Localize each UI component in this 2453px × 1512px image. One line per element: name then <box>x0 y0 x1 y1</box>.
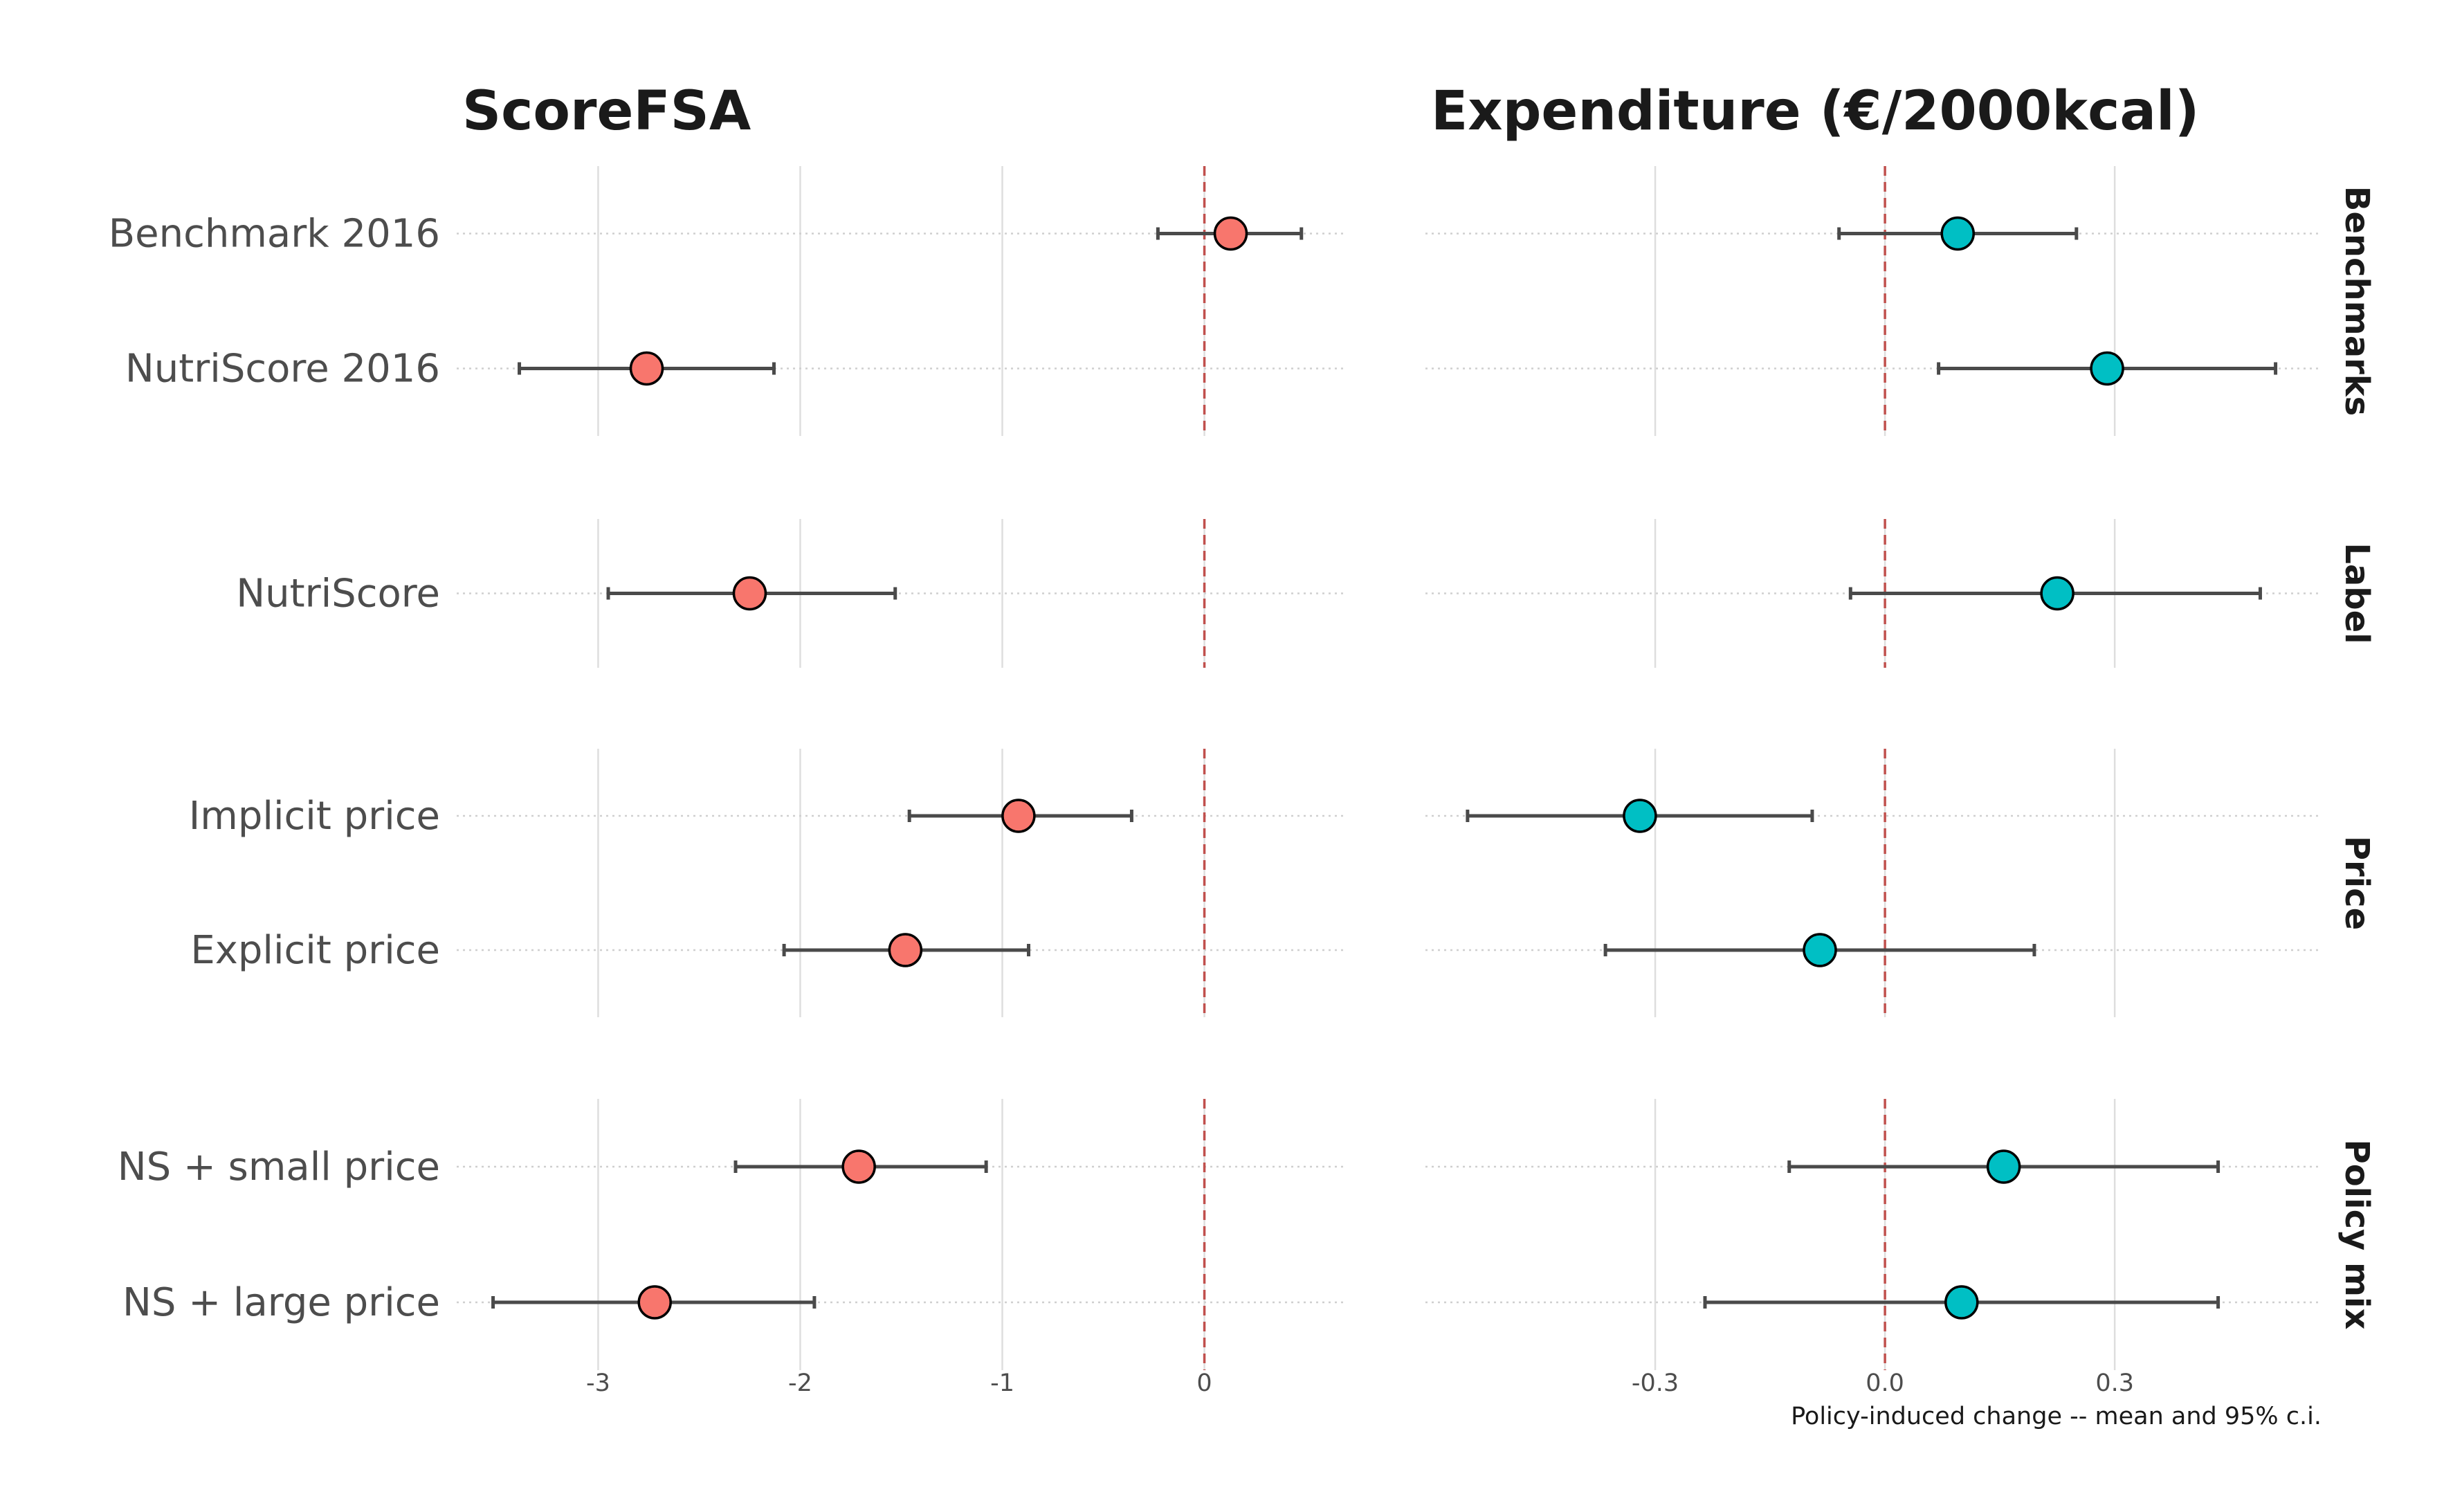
data-point <box>1940 216 1976 251</box>
chart-caption: Policy-induced change -- mean and 95% c.… <box>1791 1403 2322 1430</box>
facet-strip-label: Policy mix <box>2337 1140 2376 1330</box>
data-point <box>629 351 664 386</box>
data-point <box>2040 576 2074 611</box>
tick-label: 0 <box>1196 1369 1212 1397</box>
tick-label: -1 <box>990 1369 1014 1397</box>
row-label: Explicit price <box>190 928 440 973</box>
row-label: Benchmark 2016 <box>109 212 440 257</box>
data-point <box>888 933 923 967</box>
data-point <box>732 576 767 611</box>
facet-strip-label: Price <box>2337 836 2376 930</box>
tick-label: 0.0 <box>1866 1369 1904 1397</box>
panel-title-0: ScoreFSA <box>462 80 751 143</box>
data-point <box>1986 1149 2021 1184</box>
data-point <box>1944 1285 1979 1320</box>
facet-strip-label: Label <box>2337 543 2376 644</box>
data-point <box>1001 799 1036 833</box>
tick-label: -3 <box>586 1369 610 1397</box>
data-point <box>637 1285 672 1320</box>
panel-title-1: Expenditure (€/2000kcal) <box>1431 80 2199 143</box>
row-label: NutriScore <box>236 572 440 617</box>
row-label: NS + small price <box>118 1145 440 1190</box>
row-label: NS + large price <box>122 1280 440 1325</box>
tick-label: -2 <box>788 1369 812 1397</box>
data-point <box>1803 933 1837 967</box>
tick-label: 0.3 <box>2095 1369 2134 1397</box>
facet-strip-label: Benchmarks <box>2337 186 2376 417</box>
data-point <box>1623 799 1657 833</box>
row-label: Implicit price <box>189 794 440 839</box>
data-point <box>1213 216 1248 251</box>
tick-label: -0.3 <box>1632 1369 1679 1397</box>
row-label: NutriScore 2016 <box>125 347 440 392</box>
data-point <box>841 1149 876 1184</box>
data-point <box>2090 351 2124 386</box>
